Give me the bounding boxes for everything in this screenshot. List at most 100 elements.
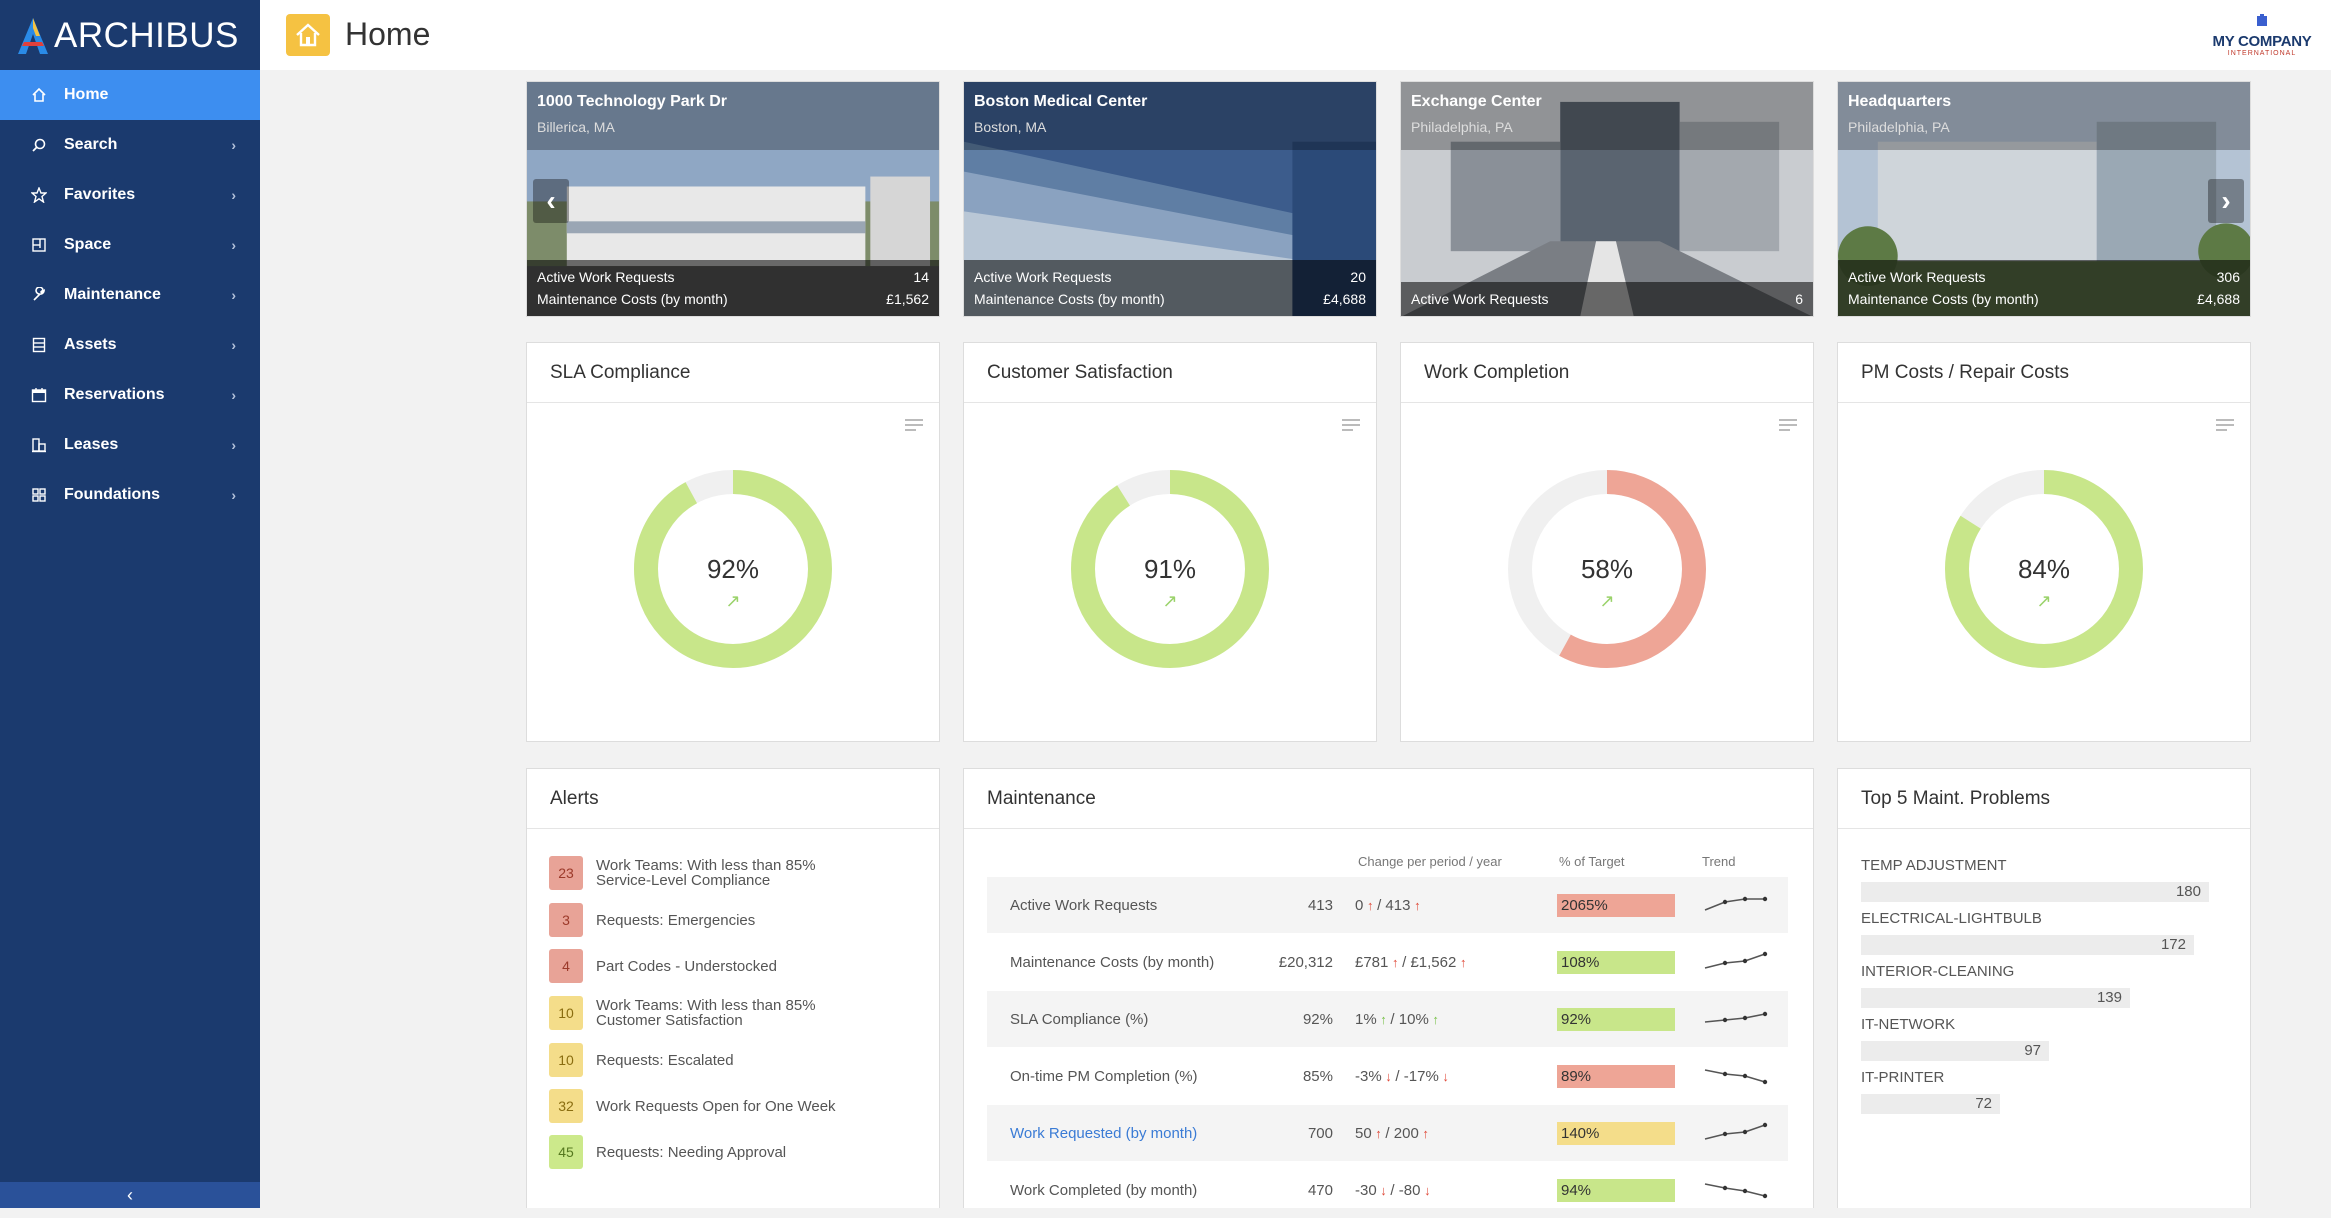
alert-text: Work Teams: With less than 85% Customer … — [596, 997, 816, 1029]
sparkline-point — [1722, 899, 1728, 905]
maintenance-row[interactable]: Active Work Requests 413 0 ↑ / 413 ↑ 2065% — [987, 877, 1788, 933]
trend-arrow-icon: ↑ — [1363, 897, 1378, 913]
carousel-next-button[interactable]: › — [2208, 179, 2244, 223]
stat-label: Active Work Requests — [1411, 291, 1549, 307]
building-card-boston-medical[interactable]: Boston Medical Center Boston, MA Active … — [963, 81, 1377, 317]
top-bar: Home MY COMPANY INTERNATIONAL — [260, 0, 2331, 70]
alert-item[interactable]: 45 Requests: Needing Approval — [549, 1135, 786, 1169]
sparkline-line — [1704, 1069, 1766, 1083]
alert-item[interactable]: 4 Part Codes - Understocked — [549, 949, 777, 983]
building-name: 1000 Technology Park Dr — [537, 93, 727, 110]
donut-chart: 58% ↗ — [1507, 469, 1707, 669]
target-percent-bar: 89% — [1557, 1064, 1675, 1088]
sidebar: ARCHIBUS Home Search › Favorites › Space… — [0, 0, 260, 1208]
trend-arrow-icon: ↓ — [1381, 1068, 1396, 1084]
menu-icon[interactable] — [1342, 419, 1360, 434]
archibus-logo[interactable]: ARCHIBUS — [18, 10, 239, 62]
sparkline-point — [1742, 896, 1748, 902]
collapse-sidebar-button[interactable]: ‹ — [0, 1182, 260, 1208]
maintenance-card: Maintenance Change per period / year % o… — [963, 768, 1814, 1208]
problem-bar[interactable]: 172 — [1861, 935, 2194, 955]
alert-count-badge: 4 — [549, 949, 583, 983]
sparkline-line — [1704, 1124, 1766, 1140]
alert-count-badge: 23 — [549, 856, 583, 890]
separator: / — [1385, 1124, 1394, 1142]
maintenance-row[interactable]: Work Requested (by month) 700 50 ↑ / 200 ↑… — [987, 1105, 1788, 1161]
column-header-trend: Trend — [1702, 854, 1736, 869]
metric-label[interactable]: Work Requested (by month) — [1010, 1124, 1198, 1142]
chevron-right-icon: › — [231, 337, 236, 353]
menu-icon[interactable] — [1779, 419, 1797, 434]
sidebar-item-home[interactable]: Home — [0, 70, 260, 120]
change-period: £781 — [1355, 953, 1389, 971]
maintenance-row[interactable]: Maintenance Costs (by month) £20,312 £781 … — [987, 934, 1788, 990]
building-header: Headquarters Philadelphia, PA — [1838, 82, 2250, 150]
sparkline-point — [1762, 1122, 1768, 1128]
alert-item[interactable]: 10 Work Teams: With less than 85% Custome… — [549, 996, 856, 1030]
trend-sparkline — [1704, 896, 1768, 911]
change-year: 10% — [1398, 1010, 1429, 1028]
change-year: £1,562 — [1410, 953, 1457, 971]
sparkline-point — [1742, 1188, 1748, 1194]
alert-item[interactable]: 3 Requests: Emergencies — [549, 903, 755, 937]
column-header-target: % of Target — [1559, 854, 1625, 869]
card-title: Work Completion — [1401, 343, 1813, 403]
sidebar-item-search[interactable]: Search › — [0, 120, 260, 170]
alert-item[interactable]: 10 Requests: Escalated — [549, 1043, 734, 1077]
menu-icon[interactable] — [2216, 419, 2234, 434]
card-title: Top 5 Maint. Problems — [1838, 769, 2250, 829]
building-stats: Active Work Requests 6 — [1401, 282, 1813, 316]
card-title: Maintenance — [964, 769, 1813, 829]
maintenance-row[interactable]: On-time PM Completion (%) 85% -3% ↓ / -17%… — [987, 1048, 1788, 1104]
kpi-card-work-completion: Work Completion 58% ↗ — [1400, 342, 1814, 742]
problem-bar[interactable]: 180 — [1861, 882, 2209, 902]
alert-item[interactable]: 23 Work Teams: With less than 85% Service… — [549, 856, 856, 890]
list-icon — [30, 336, 48, 354]
alert-text: Work Teams: With less than 85% Service-L… — [596, 857, 816, 889]
sidebar-item-maintenance[interactable]: Maintenance › — [0, 270, 260, 320]
problem-bar[interactable]: 139 — [1861, 988, 2130, 1008]
alert-text: Requests: Escalated — [596, 1051, 734, 1069]
building-card-technology-park[interactable]: 1000 Technology Park Dr Billerica, MA Ac… — [526, 81, 940, 317]
building-header: 1000 Technology Park Dr Billerica, MA — [527, 82, 939, 150]
chevron-right-icon: › — [231, 137, 236, 153]
target-percent-bar: 140% — [1557, 1121, 1675, 1145]
search-icon — [30, 136, 48, 154]
alert-count-badge: 10 — [549, 1043, 583, 1077]
sidebar-item-favorites[interactable]: Favorites › — [0, 170, 260, 220]
carousel-prev-button[interactable]: ‹ — [533, 179, 569, 223]
trend-up-icon: ↗ — [725, 591, 741, 611]
sparkline-point — [1762, 1011, 1768, 1017]
building-icon — [30, 436, 48, 454]
target-percent-bar: 2065% — [1557, 893, 1675, 917]
home-badge-icon[interactable] — [286, 14, 330, 56]
problem-bar[interactable]: 97 — [1861, 1041, 2049, 1061]
sidebar-item-space[interactable]: Space › — [0, 220, 260, 270]
stat-value: 306 — [2216, 269, 2240, 285]
building-card-exchange-center[interactable]: Exchange Center Philadelphia, PA Active … — [1400, 81, 1814, 317]
sparkline-point — [1742, 1073, 1748, 1079]
maintenance-row[interactable]: Work Completed (by month) 470 -30 ↓ / -80 … — [987, 1162, 1788, 1218]
building-card-headquarters[interactable]: Headquarters Philadelphia, PA Active Wor… — [1837, 81, 2251, 317]
metric-value: £20,312 — [1278, 953, 1333, 971]
column-header-change: Change per period / year — [1358, 854, 1502, 869]
sidebar-item-foundations[interactable]: Foundations › — [0, 470, 260, 520]
change-year: -80 — [1398, 1181, 1421, 1199]
target-percent-bar: 92% — [1557, 1007, 1675, 1031]
chevron-right-icon: › — [231, 437, 236, 453]
alert-item[interactable]: 32 Work Requests Open for One Week — [549, 1089, 836, 1123]
sidebar-item-reservations[interactable]: Reservations › — [0, 370, 260, 420]
trend-arrow-icon: ↓ — [1376, 1182, 1391, 1198]
sidebar-item-assets[interactable]: Assets › — [0, 320, 260, 370]
menu-icon[interactable] — [905, 419, 923, 434]
trend-sparkline — [1704, 1122, 1768, 1140]
building-name: Headquarters — [1848, 93, 1952, 110]
change-period: 50 — [1355, 1124, 1372, 1142]
problem-bar[interactable]: 72 — [1861, 1094, 2000, 1114]
sparkline-point — [1742, 1129, 1748, 1135]
maintenance-row[interactable]: SLA Compliance (%) 92% 1% ↑ / 10% ↑ 92% — [987, 991, 1788, 1047]
stat-label: Maintenance Costs (by month) — [974, 291, 1165, 307]
trend-arrow-icon: ↑ — [1376, 1011, 1391, 1027]
sidebar-item-leases[interactable]: Leases › — [0, 420, 260, 470]
sidebar-nav: Home Search › Favorites › Space › Mainte… — [0, 70, 260, 520]
